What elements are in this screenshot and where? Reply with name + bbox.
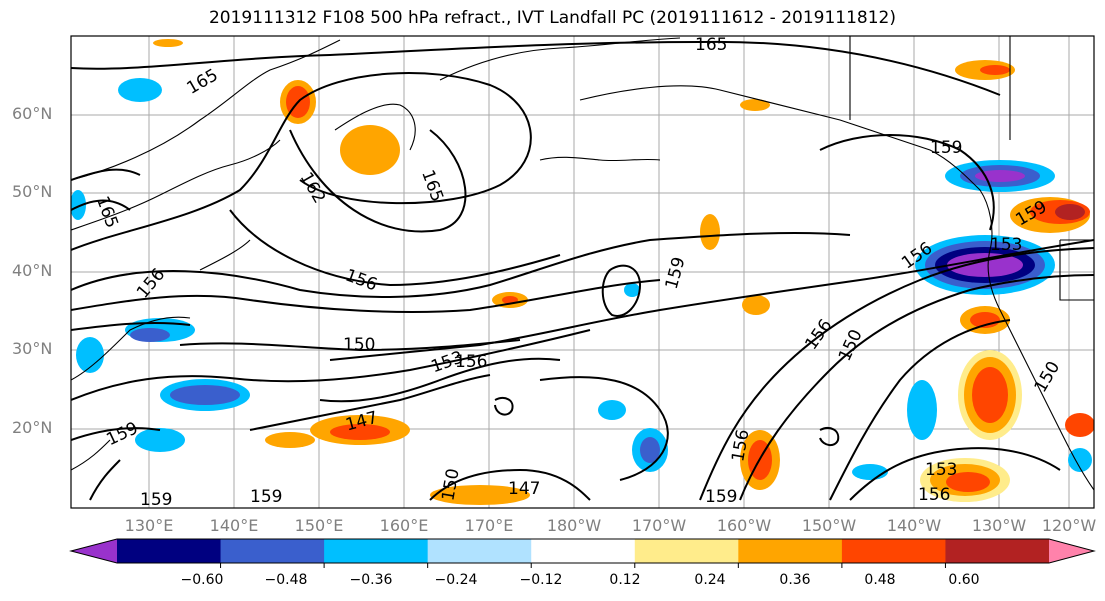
colorbar-tick-label: 0.36	[779, 572, 811, 588]
contour-label: 150	[343, 335, 375, 355]
contour-label: 153	[925, 460, 957, 480]
colorbar-tick-label: −0.24	[434, 572, 478, 588]
lon-label: 130°W	[971, 516, 1027, 535]
colorbar-tick-label: −0.48	[264, 572, 308, 588]
colorbar-swatch	[220, 539, 325, 563]
colorbar-tick-label: 0.60	[948, 572, 980, 588]
lon-label: 140°E	[209, 516, 259, 535]
contour-label: 165	[417, 167, 447, 204]
lon-label: 170°W	[631, 516, 687, 535]
height-contours	[71, 40, 1094, 501]
contour-label: 156	[801, 316, 836, 354]
colorbar-swatch	[117, 539, 222, 563]
contour-label: 165	[184, 65, 222, 99]
contour-label: 156	[342, 265, 379, 295]
contour-label: 159	[103, 418, 141, 450]
colorbar-swatch	[634, 539, 739, 563]
lat-label: 50°N	[12, 182, 53, 201]
contour-label: 147	[508, 479, 540, 499]
colorbar	[69, 538, 1096, 568]
contour-label: 159	[140, 490, 172, 510]
contour-label: 165	[695, 35, 727, 55]
lon-label: 140°W	[886, 516, 942, 535]
colorbar-extend-high	[1049, 539, 1094, 563]
contour-label: 159	[662, 255, 690, 292]
colorbar-tick-label: 0.12	[609, 572, 641, 588]
contour-label: 159	[930, 138, 962, 158]
colorbar-swatch	[324, 539, 429, 563]
lat-label: 40°N	[12, 261, 53, 280]
contour-label: 165	[92, 193, 122, 230]
map-content: 165 165 165 165 162 159 159 156 156 156 …	[71, 35, 1094, 510]
lat-label: 60°N	[12, 104, 53, 123]
contour-label: 156	[455, 352, 487, 372]
lon-label: 150°W	[801, 516, 857, 535]
colorbar-outline	[69, 538, 1096, 564]
lat-label: 30°N	[12, 339, 53, 358]
colorbar-swatch	[738, 539, 843, 563]
lat-label: 20°N	[12, 418, 53, 437]
colorbar-swatch	[427, 539, 532, 563]
map-title: 2019111312 F108 500 hPa refract., IVT La…	[208, 8, 896, 28]
colorbar-tick-label: −0.36	[349, 572, 393, 588]
colorbar-swatch	[945, 539, 1050, 563]
lon-label: 120°W	[1041, 516, 1097, 535]
contour-label: 162	[296, 169, 330, 207]
colorbar-swatch	[531, 539, 636, 563]
lon-label: 160°E	[379, 516, 429, 535]
contour-label: 156	[918, 485, 950, 505]
lon-label: 150°E	[294, 516, 344, 535]
colorbar-tick-label: 0.48	[864, 572, 896, 588]
contour-label: 150	[1031, 358, 1065, 396]
coastlines	[71, 36, 1094, 491]
contour-label: 159	[705, 487, 737, 507]
colorbar-tick-label: −0.12	[519, 572, 563, 588]
colorbar-tick-label: −0.60	[180, 572, 224, 588]
lon-label: 180°W	[546, 516, 602, 535]
contour-label: 159	[250, 487, 282, 507]
contour-label: 153	[990, 235, 1022, 255]
lon-label: 130°E	[124, 516, 174, 535]
contour-label: 150	[835, 326, 867, 364]
lon-label: 170°E	[464, 516, 514, 535]
colorbar-tick-label: 0.24	[694, 572, 726, 588]
lon-label: 160°W	[716, 516, 772, 535]
colorbar-swatch	[841, 539, 946, 563]
colorbar-extend-low	[71, 539, 117, 563]
map-frame	[70, 35, 1095, 509]
